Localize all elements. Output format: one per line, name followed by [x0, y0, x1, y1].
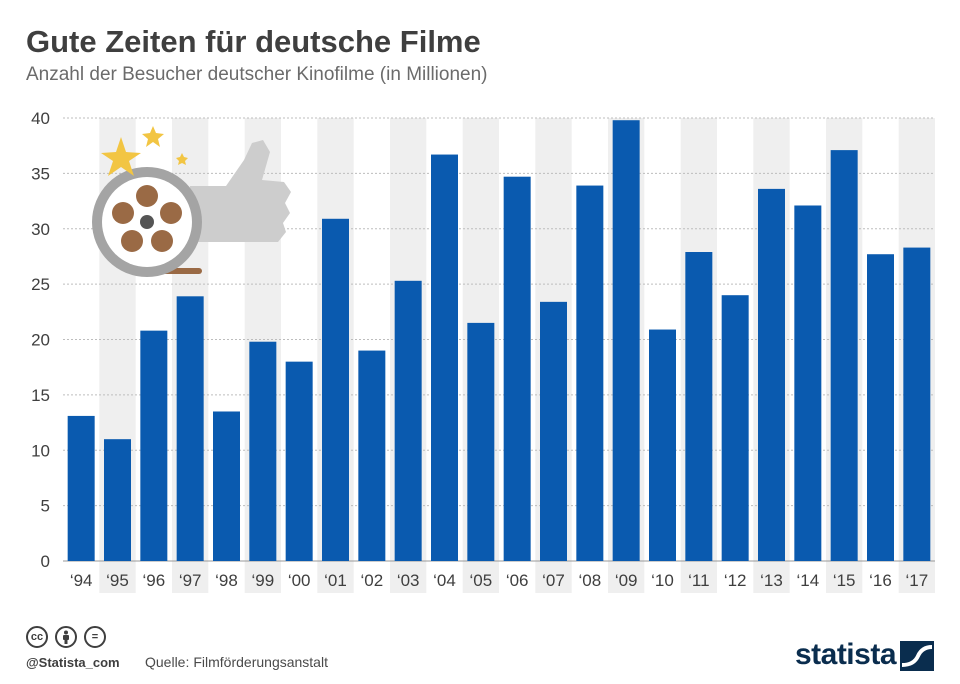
statista-logo[interactable]: statista: [794, 638, 897, 671]
x-tick-label: ‘98: [215, 571, 238, 590]
x-tick-label: ‘17: [905, 571, 928, 590]
bar: [467, 322, 495, 561]
source-line: Quelle: Filmförderungsanstalt: [145, 654, 328, 670]
statista-handle[interactable]: @Statista_com: [26, 655, 120, 670]
bar: [612, 120, 640, 561]
bars: [67, 120, 931, 562]
chart-subtitle: Anzahl der Besucher deutscher Kinofilme …: [26, 64, 488, 85]
bar: [503, 176, 531, 561]
x-tick-label: ‘05: [469, 571, 492, 590]
y-axis-ticks: 0 5 10 15 20 25 30 35 40: [31, 109, 50, 571]
x-tick-label: ‘08: [578, 571, 601, 590]
x-tick-label: ‘04: [433, 571, 456, 590]
x-axis-ticks: ‘94 ‘95 ‘96 ‘97 ‘98 ‘99 ‘00 ‘01 ‘02 ‘03 ‘04 ‘05 ‘06 ‘…: [70, 571, 928, 590]
x-tick-label: ‘14: [796, 571, 819, 590]
y-tick-label: 35: [31, 164, 50, 183]
no-derivatives-icon[interactable]: =: [84, 626, 106, 648]
source-name: Filmförderungsanstalt: [193, 654, 328, 670]
bar: [794, 205, 822, 561]
x-tick-label: ‘15: [833, 571, 856, 590]
bar: [104, 439, 131, 561]
y-tick-label: 10: [31, 441, 50, 460]
bar: [358, 350, 386, 561]
x-tick-label: ‘94: [70, 571, 93, 590]
y-tick-label: 25: [31, 275, 50, 294]
x-tick-label: ‘96: [142, 571, 165, 590]
bar: [431, 154, 458, 562]
bar: [394, 280, 422, 561]
x-tick-label: ‘16: [869, 571, 892, 590]
bar: [721, 295, 749, 561]
bar: [176, 296, 204, 561]
x-tick-label: ‘07: [542, 571, 565, 590]
bar: [903, 247, 931, 561]
bar: [685, 252, 713, 561]
y-tick-label: 5: [41, 497, 50, 516]
y-tick-label: 40: [31, 109, 50, 128]
x-tick-label: ‘09: [615, 571, 638, 590]
bar: [540, 301, 567, 561]
x-tick-label: ‘01: [324, 571, 347, 590]
y-tick-label: 30: [31, 220, 50, 239]
bar: [867, 254, 894, 561]
x-tick-label: ‘06: [506, 571, 529, 590]
x-tick-label: ‘12: [724, 571, 747, 590]
y-tick-label: 15: [31, 386, 50, 405]
bar: [213, 411, 240, 561]
x-tick-label: ‘95: [106, 571, 129, 590]
bar: [285, 361, 313, 561]
license-icons: cc =: [26, 626, 106, 648]
bar: [67, 415, 95, 561]
x-tick-label: ‘02: [360, 571, 383, 590]
x-tick-label: ‘99: [251, 571, 274, 590]
y-tick-label: 20: [31, 331, 50, 350]
cc-icon[interactable]: cc: [26, 626, 48, 648]
x-tick-label: ‘13: [760, 571, 783, 590]
statista-logo-mark-icon: [900, 641, 934, 671]
x-tick-label: ‘11: [688, 571, 709, 590]
x-tick-label: ‘03: [397, 571, 420, 590]
bar: [249, 341, 277, 561]
bar: [140, 330, 168, 561]
film-reel-thumbs-up-icon: [92, 126, 291, 277]
bar: [322, 218, 349, 561]
bar: [830, 150, 858, 561]
x-tick-label: ‘97: [179, 571, 202, 590]
x-tick-label: ‘00: [288, 571, 311, 590]
bar: [758, 188, 785, 561]
bar: [649, 329, 676, 561]
attribution-icon[interactable]: [55, 626, 77, 648]
chart-title: Gute Zeiten für deutsche Filme: [26, 24, 481, 59]
bar: [576, 185, 604, 561]
source-label: Quelle:: [145, 654, 190, 670]
y-tick-label: 0: [41, 552, 50, 571]
x-tick-label: ‘10: [651, 571, 674, 590]
